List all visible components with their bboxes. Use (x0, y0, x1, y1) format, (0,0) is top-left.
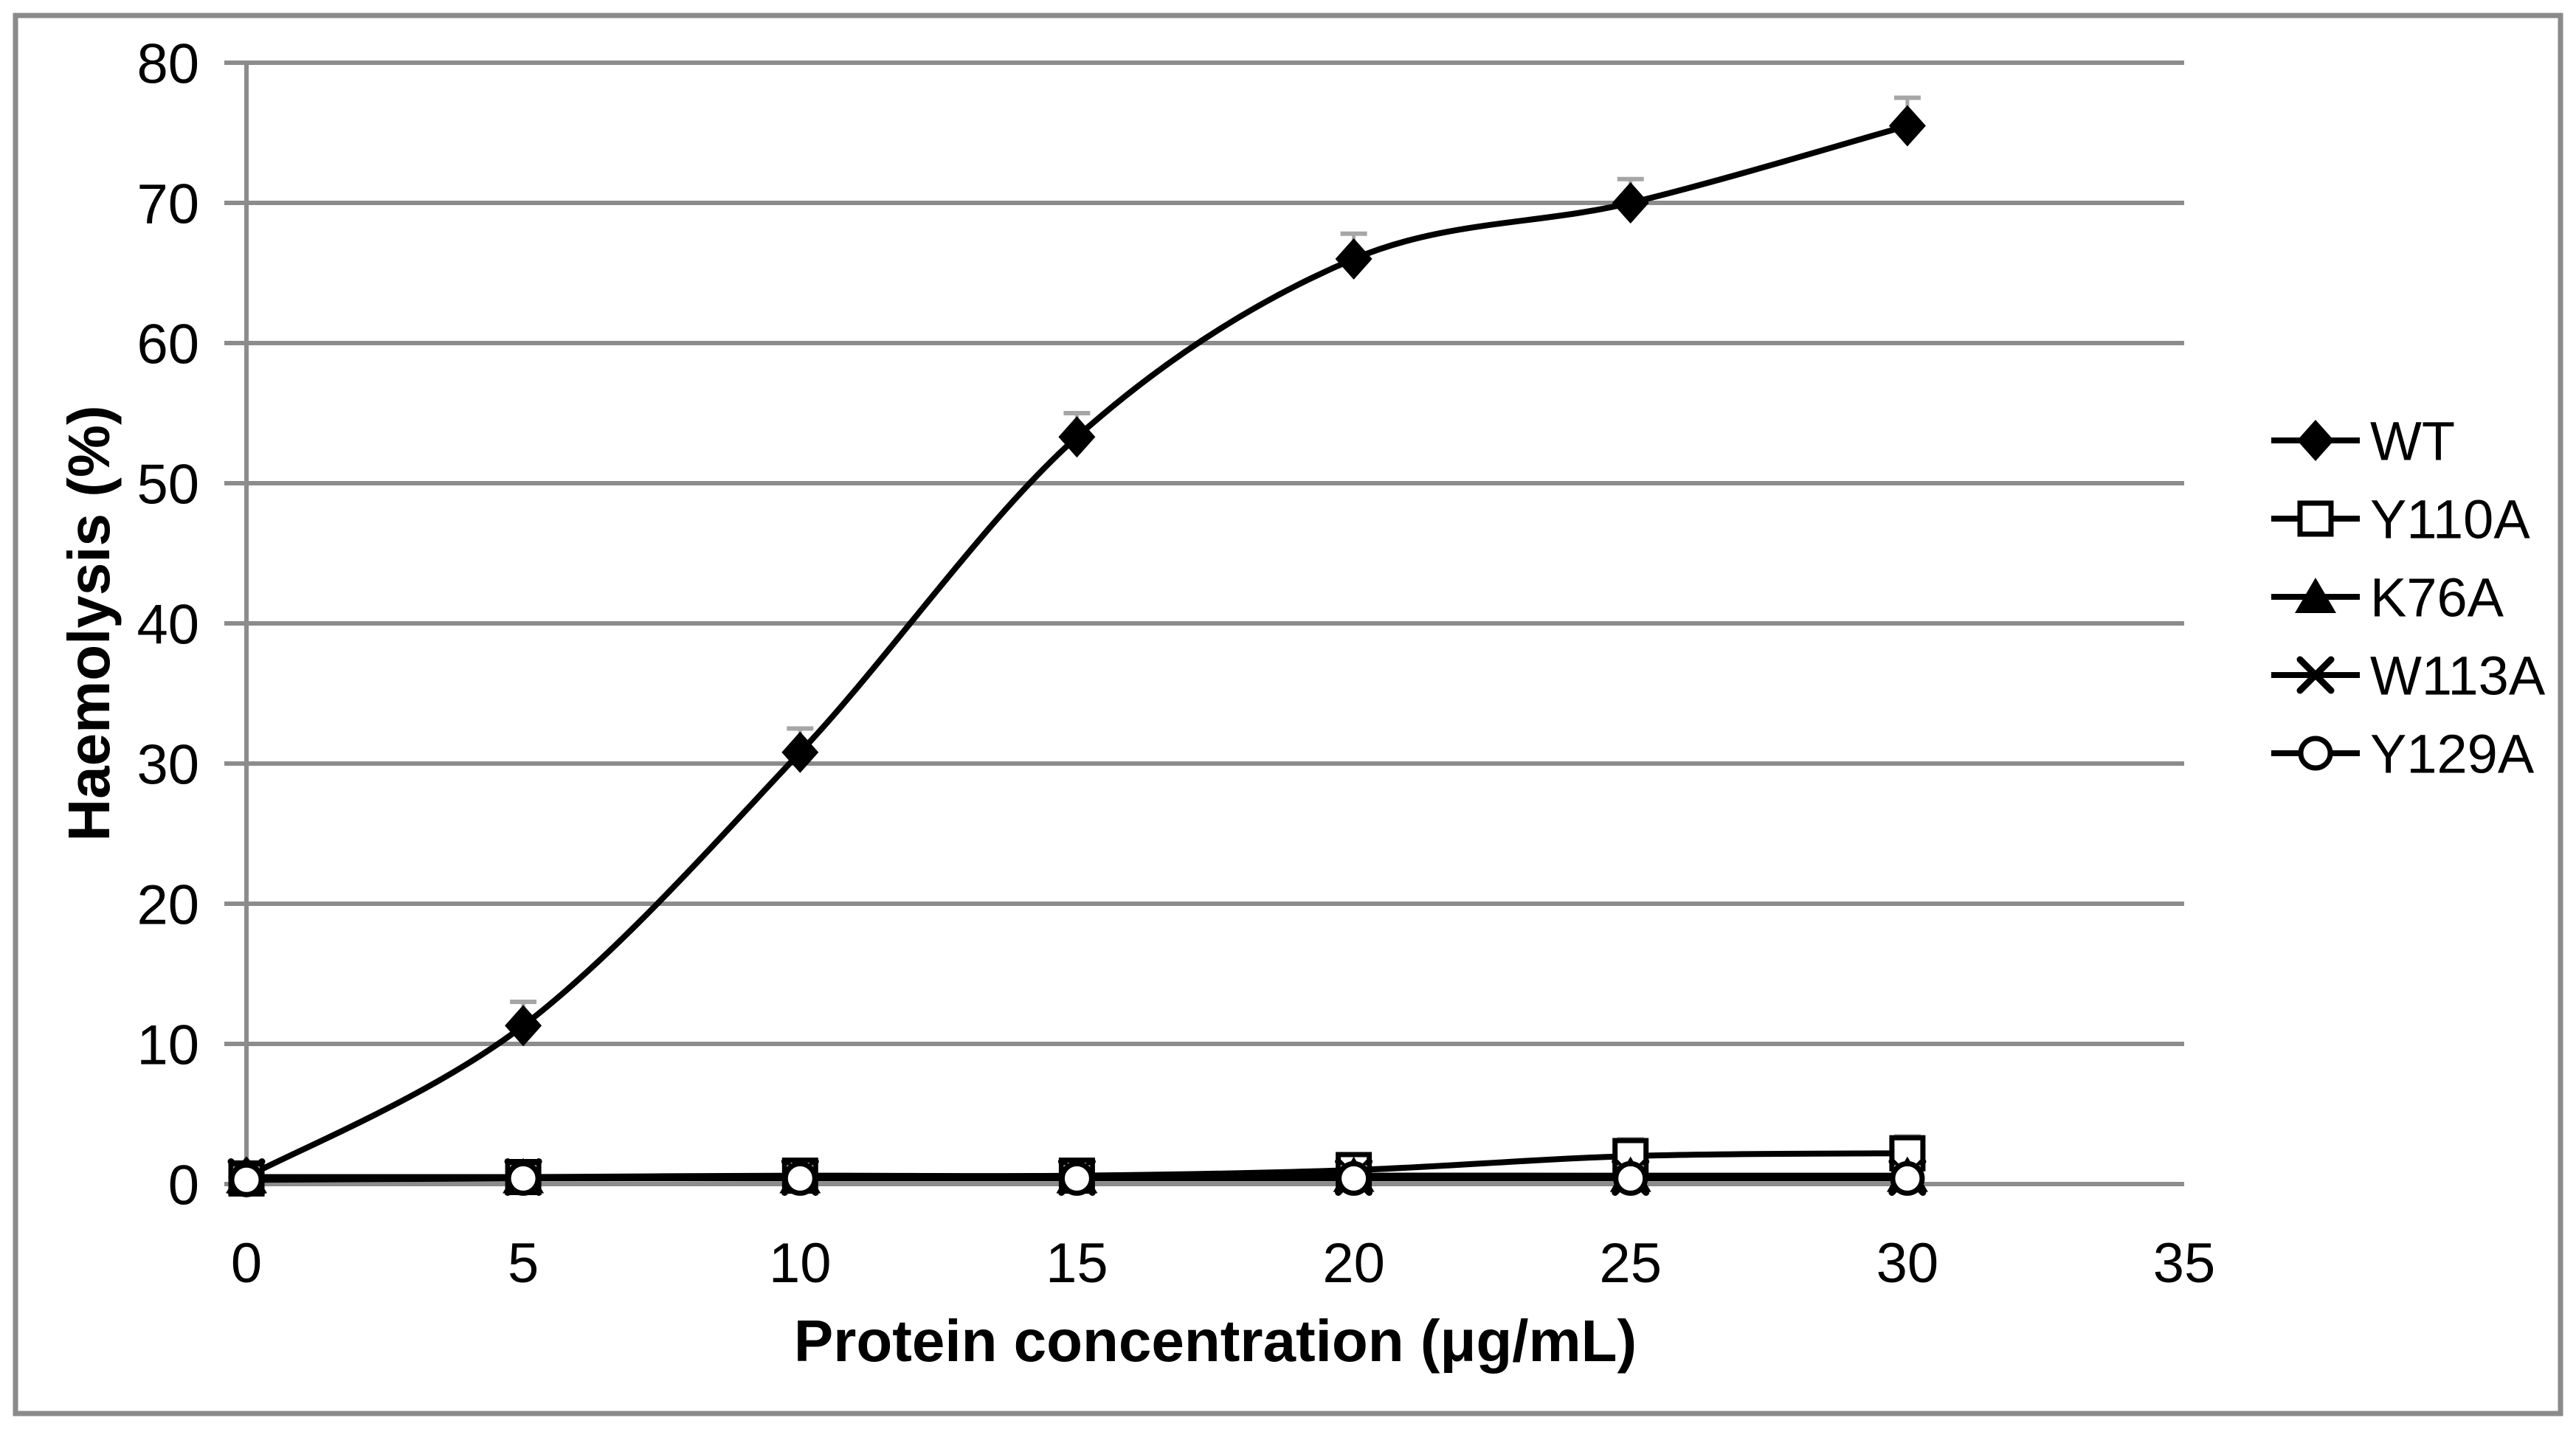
y-tick-label-70: 70 (137, 173, 199, 235)
legend-item-y129a: Y129A (2271, 724, 2535, 785)
marker-y129a-x15 (1059, 1160, 1094, 1196)
marker-y129a-x25 (1613, 1160, 1648, 1196)
series-y129a (229, 1160, 1925, 1197)
legend: WT Y110A K76A W113A Y129A (2271, 411, 2546, 785)
marker-y129a-x10 (782, 1160, 818, 1196)
legend-item-y110a: Y110A (2271, 489, 2530, 550)
legend-label-k76a: K76A (2370, 567, 2504, 629)
legend-marker-wt (2297, 420, 2334, 461)
x-axis-title: Protein concentration (μg/mL) (794, 1308, 1637, 1374)
x-tick-label-0: 0 (231, 1232, 262, 1295)
legend-marker-k76a (2295, 578, 2336, 613)
x-tick-label-5: 5 (508, 1232, 539, 1295)
x-tick-label-25: 25 (1599, 1232, 1662, 1295)
marker-y129a-x0 (229, 1162, 264, 1197)
y-axis-title: Haemolysis (%) (56, 405, 122, 841)
legend-label-w113a: W113A (2370, 646, 2546, 707)
marker-wt-x25 (1612, 182, 1649, 224)
legend-label-y110a: Y110A (2370, 489, 2530, 550)
legend-marker-y110a (2297, 500, 2334, 537)
legend-item-wt: WT (2271, 411, 2455, 472)
legend-item-w113a: W113A (2271, 646, 2546, 707)
marker-wt-x5 (505, 1005, 542, 1047)
marker-wt-x15 (1058, 416, 1096, 458)
marker-y129a-x30 (1890, 1160, 1925, 1196)
gridlines (246, 60, 2184, 1186)
marker-y129a-x20 (1336, 1160, 1372, 1196)
y-tick-label-60: 60 (137, 313, 199, 376)
x-tick-label-20: 20 (1322, 1232, 1385, 1295)
legend-label-y129a: Y129A (2370, 724, 2535, 785)
marker-wt-x10 (781, 731, 819, 773)
series-line-wt (245, 122, 1908, 1180)
y-tick-label-0: 0 (168, 1154, 199, 1217)
x-tick-label-10: 10 (769, 1232, 832, 1295)
legend-marker-w113a (2296, 656, 2335, 694)
x-tick-label-35: 35 (2153, 1232, 2216, 1295)
legend-label-wt: WT (2370, 411, 2455, 472)
y-tick-label-10: 10 (137, 1014, 199, 1076)
y-axis (224, 60, 249, 1186)
x-tick-label-15: 15 (1046, 1232, 1108, 1295)
marker-wt-x30 (1888, 105, 1926, 147)
y-tick-label-50: 50 (137, 453, 199, 516)
marker-wt-x20 (1335, 238, 1372, 280)
y-tick-label-30: 30 (137, 733, 199, 796)
legend-item-k76a: K76A (2271, 567, 2504, 629)
legend-marker-y129a (2298, 736, 2333, 771)
y-tick-label-80: 80 (137, 32, 199, 95)
figure-border (13, 13, 2563, 1416)
x-tick-label-30: 30 (1876, 1232, 1939, 1295)
y-tick-label-40: 40 (137, 593, 199, 656)
series-wt (228, 95, 1926, 1198)
y-tick-label-20: 20 (137, 873, 199, 936)
marker-y129a-x5 (505, 1160, 541, 1196)
